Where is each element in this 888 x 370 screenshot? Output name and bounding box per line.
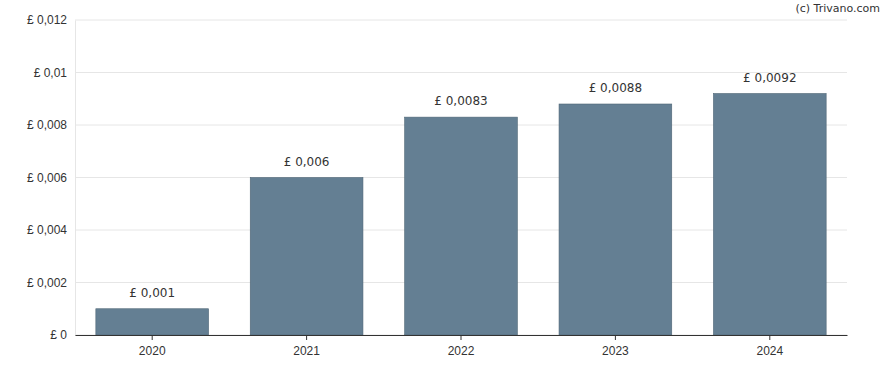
- y-tick: £ 0,012: [27, 13, 75, 27]
- x-axis: 2020 2021 2022 2023 2024: [76, 335, 848, 358]
- y-tick-label: £ 0,012: [27, 13, 67, 27]
- y-tick: £ 0: [50, 328, 75, 342]
- grid: [75, 20, 847, 335]
- y-axis-line: [75, 21, 76, 336]
- y-tick-label: £ 0,004: [27, 223, 67, 237]
- x-tick-mark: [461, 335, 462, 340]
- data-label: £ 0,0092: [743, 71, 796, 85]
- y-tick-label: £ 0: [50, 328, 67, 342]
- bar: [405, 117, 518, 335]
- x-tick-label: 2024: [756, 344, 783, 358]
- chart: £ 0 £ 0,002 £ 0,004 £ 0,006 £ 0,008 £ 0,01 £ 0…: [0, 0, 888, 370]
- data-label: £ 0,0088: [589, 81, 642, 95]
- x-tick: 2023: [602, 335, 629, 358]
- x-tick-label: 2020: [139, 344, 166, 358]
- y-axis: £ 0 £ 0,002 £ 0,004 £ 0,006 £ 0,008 £ 0,01 £ 0…: [27, 13, 76, 342]
- plot: £ 0 £ 0,002 £ 0,004 £ 0,006 £ 0,008 £ 0,01 £ 0…: [27, 13, 848, 357]
- y-tick: £ 0,01: [34, 66, 75, 80]
- x-tick: 2021: [293, 335, 320, 358]
- x-tick-label: 2021: [293, 344, 320, 358]
- bar: [559, 104, 672, 335]
- bar: [713, 94, 826, 336]
- y-tick: £ 0,008: [27, 118, 75, 132]
- grid-line: [75, 20, 847, 21]
- x-tick-label: 2023: [602, 344, 629, 358]
- data-label: £ 0,0083: [434, 94, 487, 108]
- x-tick: 2020: [139, 335, 166, 358]
- annotation: (c) Trivano.com: [795, 2, 880, 15]
- y-tick-label: £ 0,008: [27, 118, 67, 132]
- x-tick-mark: [152, 335, 153, 340]
- y-tick-label: £ 0,002: [27, 276, 67, 290]
- y-tick: £ 0,006: [27, 171, 75, 185]
- x-tick: 2024: [756, 335, 783, 358]
- x-tick-mark: [769, 335, 770, 340]
- y-tick: £ 0,002: [27, 276, 75, 290]
- x-tick-mark: [615, 335, 616, 340]
- y-tick-label: £ 0,01: [34, 66, 68, 80]
- grid-line: [75, 72, 847, 73]
- x-tick-label: 2022: [448, 344, 475, 358]
- y-tick-label: £ 0,006: [27, 171, 67, 185]
- data-label: £ 0,006: [284, 155, 330, 169]
- bar: [250, 178, 363, 336]
- data-label: £ 0,001: [129, 286, 175, 300]
- y-tick: £ 0,004: [27, 223, 75, 237]
- bars: [96, 94, 826, 336]
- x-tick: 2022: [448, 335, 475, 358]
- data-labels: £ 0,001 £ 0,006 £ 0,0083 £ 0,0088 £ 0,0092: [129, 71, 796, 300]
- x-tick-mark: [306, 335, 307, 340]
- bar: [96, 309, 209, 335]
